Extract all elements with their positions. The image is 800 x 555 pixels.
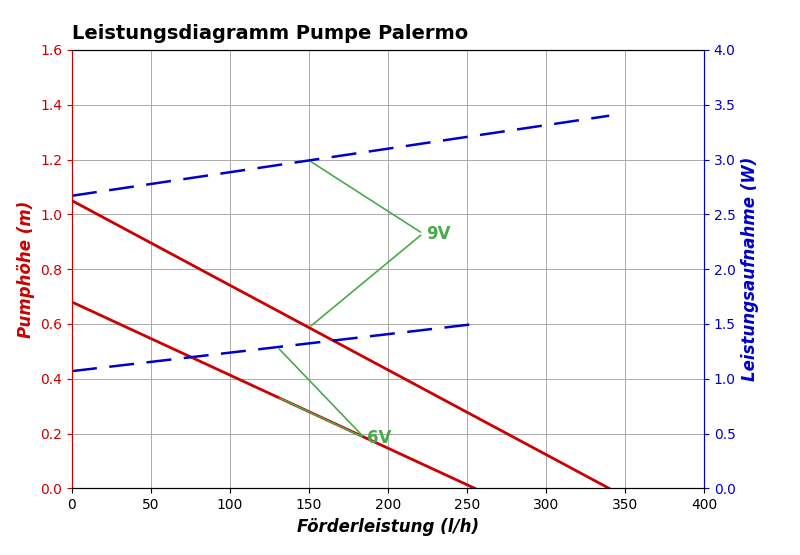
X-axis label: Förderleistung (l/h): Förderleistung (l/h) bbox=[297, 518, 479, 536]
Text: 9V: 9V bbox=[426, 225, 450, 243]
Y-axis label: Pumphöhe (m): Pumphöhe (m) bbox=[17, 200, 34, 338]
Text: 6V: 6V bbox=[367, 428, 392, 447]
Text: Leistungsdiagramm Pumpe Palermo: Leistungsdiagramm Pumpe Palermo bbox=[72, 24, 468, 43]
Y-axis label: Leistungsaufnahme (W): Leistungsaufnahme (W) bbox=[742, 157, 759, 381]
